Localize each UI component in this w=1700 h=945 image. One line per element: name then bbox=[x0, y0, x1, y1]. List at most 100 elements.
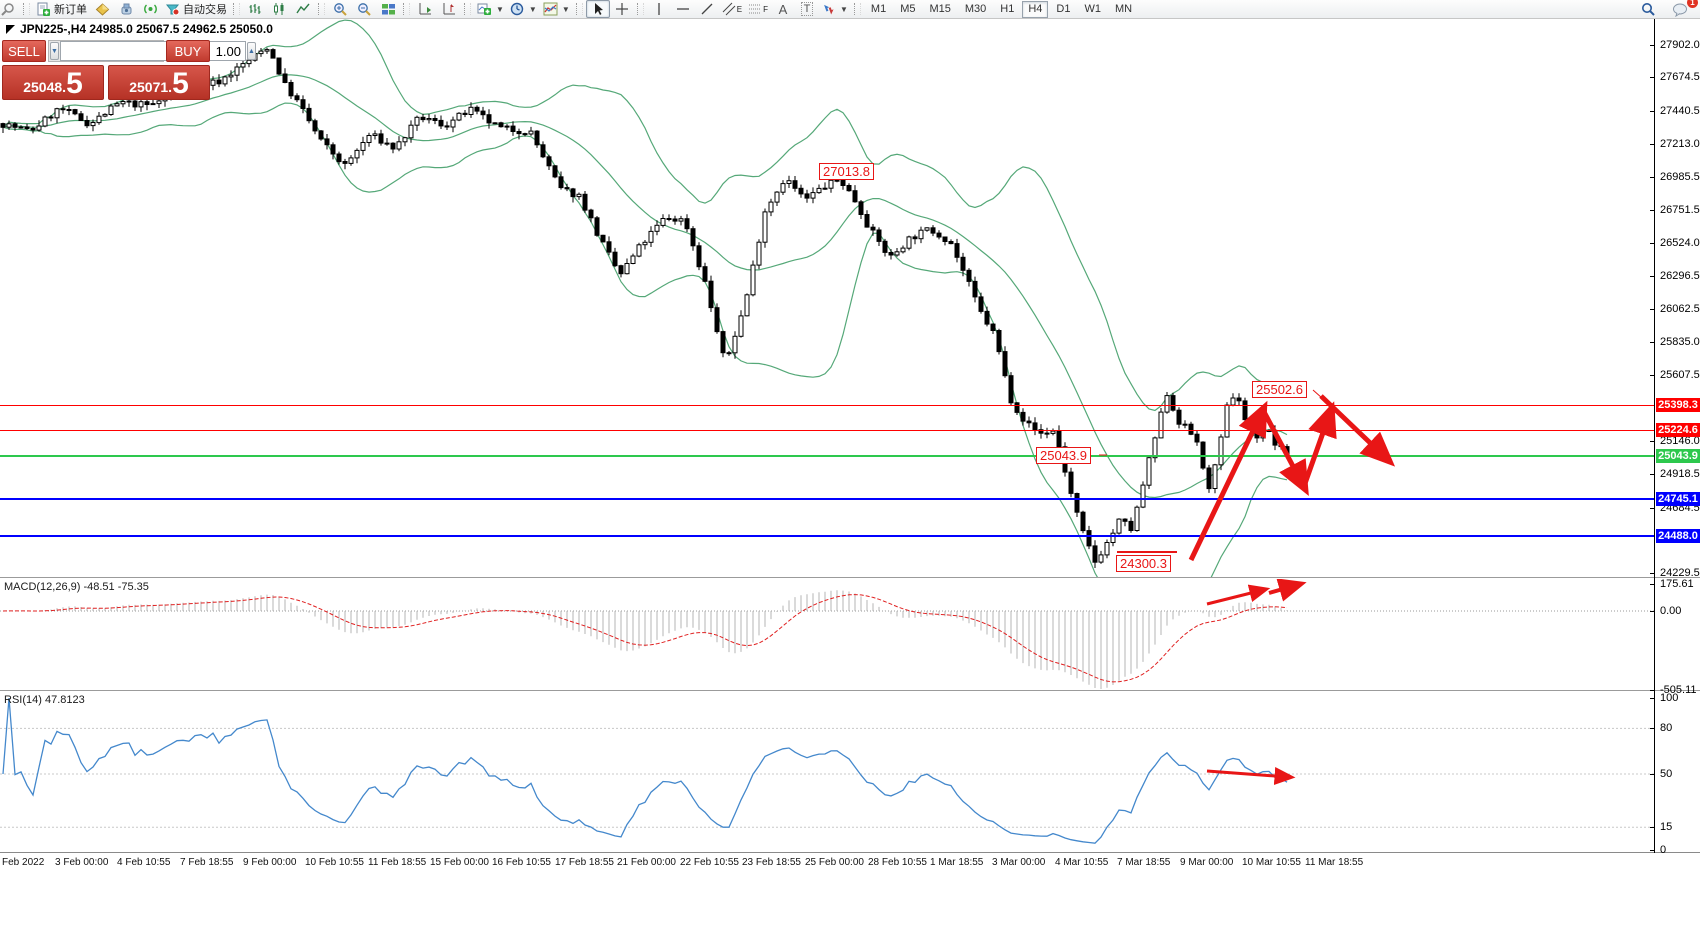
timeframe-m5[interactable]: M5 bbox=[900, 3, 916, 15]
sell-button[interactable]: SELL bbox=[2, 40, 46, 62]
zoom-in-icon bbox=[333, 3, 347, 16]
crosshair-button[interactable] bbox=[610, 0, 634, 18]
buy-price-box[interactable]: 25071 . 5 bbox=[108, 65, 210, 100]
time-tick-label: 3 Feb 00:00 bbox=[55, 857, 109, 868]
timeframe-m15[interactable]: M15 bbox=[929, 3, 951, 15]
notification-badge: 1 bbox=[1687, 0, 1698, 8]
metaeditor-button[interactable] bbox=[90, 0, 114, 18]
buy-price-main: 25071 bbox=[129, 79, 169, 95]
timeframe-m30[interactable]: M30 bbox=[964, 3, 987, 15]
volume-input[interactable] bbox=[59, 41, 246, 61]
autotrading-icon bbox=[165, 4, 180, 16]
search-button[interactable] bbox=[1636, 0, 1660, 18]
collapse-panel-icon[interactable] bbox=[6, 25, 15, 34]
price-line-25043.9[interactable] bbox=[0, 455, 1654, 457]
cursor-button[interactable] bbox=[585, 0, 610, 18]
bar-chart-button[interactable] bbox=[243, 0, 267, 18]
time-tick-label: 17 Feb 18:55 bbox=[555, 857, 614, 868]
rsi-scale-label: 100 bbox=[1660, 692, 1679, 704]
time-tick-label: 11 Mar 18:55 bbox=[1305, 857, 1364, 868]
gold-diamond-icon bbox=[95, 2, 109, 16]
new-order-button[interactable]: 新订单 bbox=[33, 0, 90, 18]
price-tick-label: 26751.5 bbox=[1660, 204, 1700, 216]
auto-scroll-button[interactable] bbox=[413, 0, 437, 18]
fibonacci-button[interactable]: F bbox=[745, 0, 771, 18]
notifications-button[interactable]: 1 bbox=[1668, 0, 1698, 18]
price-annotation-label[interactable]: 25043.9 bbox=[1036, 447, 1091, 464]
rsi-scale-label: 50 bbox=[1660, 768, 1673, 780]
axis-tick bbox=[1650, 584, 1655, 585]
time-tick-label: 23 Feb 18:55 bbox=[742, 857, 801, 868]
volume-stepper: ▼ ▲ bbox=[48, 40, 256, 62]
price-annotation-label[interactable]: 24300.3 bbox=[1116, 555, 1171, 572]
timeframe-d1[interactable]: D1 bbox=[1056, 3, 1071, 15]
strategy-tester-button[interactable] bbox=[114, 0, 138, 18]
price-annotation-label[interactable]: 27013.8 bbox=[819, 163, 874, 180]
time-tick-label: 10 Feb 10:55 bbox=[305, 857, 364, 868]
indicators-dropdown[interactable]: ▼ bbox=[540, 0, 573, 18]
chat-bubble-icon bbox=[1672, 3, 1687, 17]
autotrading-label: 自动交易 bbox=[183, 4, 227, 16]
tile-windows-button[interactable] bbox=[376, 0, 400, 18]
time-tick-label: 15 Feb 00:00 bbox=[430, 857, 489, 868]
price-badge: 25043.9 bbox=[1656, 449, 1700, 463]
time-tick-label: 22 Feb 10:55 bbox=[680, 857, 739, 868]
text-button[interactable]: A bbox=[771, 0, 795, 18]
buy-button[interactable]: BUY bbox=[166, 40, 210, 62]
vertical-line-icon bbox=[658, 3, 660, 15]
volume-decrease-button[interactable]: ▼ bbox=[50, 42, 59, 60]
price-line-24745.1[interactable] bbox=[0, 498, 1654, 500]
volume-increase-button[interactable]: ▲ bbox=[246, 42, 256, 60]
timeframe-mn[interactable]: MN bbox=[1114, 3, 1133, 15]
sell-price-main: 25048 bbox=[23, 79, 63, 95]
timeframe-bar: M1 M5 M15 M30 H1 H4 D1 W1 MN bbox=[864, 0, 1139, 18]
new-order-icon bbox=[37, 2, 50, 16]
channel-suffix: E bbox=[736, 4, 743, 14]
timeframe-m1[interactable]: M1 bbox=[870, 3, 887, 15]
axis-tick bbox=[1650, 77, 1655, 78]
price-tick-label: 25146.0 bbox=[1660, 435, 1700, 447]
auto-scroll-icon bbox=[419, 3, 431, 15]
horizontal-line-button[interactable] bbox=[671, 0, 695, 18]
trendline-button[interactable] bbox=[695, 0, 719, 18]
caret-down-icon: ▼ bbox=[840, 4, 848, 14]
equidistant-channel-button[interactable]: E bbox=[719, 0, 745, 18]
toolbar-grip bbox=[853, 3, 861, 15]
arrows-dropdown[interactable]: ▼ bbox=[819, 0, 851, 18]
price-annotation-label[interactable]: 25502.6 bbox=[1252, 381, 1307, 398]
sell-price-box[interactable]: 25048 . 5 bbox=[2, 65, 104, 100]
rsi-scale-label: 15 bbox=[1660, 821, 1673, 833]
zoom-in-button[interactable] bbox=[328, 0, 352, 18]
zoom-out-button[interactable] bbox=[352, 0, 376, 18]
price-tick-label: 26985.5 bbox=[1660, 171, 1700, 183]
price-badge: 24488.0 bbox=[1656, 529, 1700, 543]
autotrading-button[interactable]: 自动交易 bbox=[162, 0, 230, 18]
vertical-line-button[interactable] bbox=[647, 0, 671, 18]
price-line-25398.3[interactable] bbox=[0, 405, 1654, 406]
chart-shift-button[interactable] bbox=[437, 0, 461, 18]
price-line-25224.6[interactable] bbox=[0, 430, 1654, 431]
candlestick-chart-button[interactable] bbox=[267, 0, 291, 18]
macd-scale-label: 175.61 bbox=[1660, 578, 1694, 590]
axis-tick bbox=[1650, 474, 1655, 475]
one-click-trading-panel: SELL ▼ ▲ BUY 25048 . 5 25071 . 5 bbox=[2, 40, 256, 100]
price-tick-label: 27674.5 bbox=[1660, 71, 1700, 83]
new-chart-dropdown[interactable]: ▼ bbox=[474, 0, 507, 18]
timeframe-w1[interactable]: W1 bbox=[1084, 3, 1101, 15]
chart-plot-area[interactable] bbox=[0, 19, 1654, 852]
panel-separator[interactable] bbox=[0, 690, 1700, 692]
line-chart-button[interactable] bbox=[291, 0, 315, 18]
price-line-24488[interactable] bbox=[0, 535, 1654, 537]
axis-tick bbox=[1650, 573, 1655, 574]
timeframe-h1[interactable]: H1 bbox=[1000, 3, 1015, 15]
panel-separator[interactable] bbox=[0, 577, 1700, 579]
axis-tick bbox=[1650, 827, 1655, 828]
timeframe-h4[interactable]: H4 bbox=[1022, 0, 1049, 18]
text-label-button[interactable]: T bbox=[795, 0, 819, 18]
periods-dropdown[interactable]: ▼ bbox=[507, 0, 540, 18]
signals-button[interactable] bbox=[138, 0, 162, 18]
price-tick-label: 24918.5 bbox=[1660, 468, 1700, 480]
price-tick-label: 26296.5 bbox=[1660, 270, 1700, 282]
toolbar-grip bbox=[464, 3, 471, 15]
